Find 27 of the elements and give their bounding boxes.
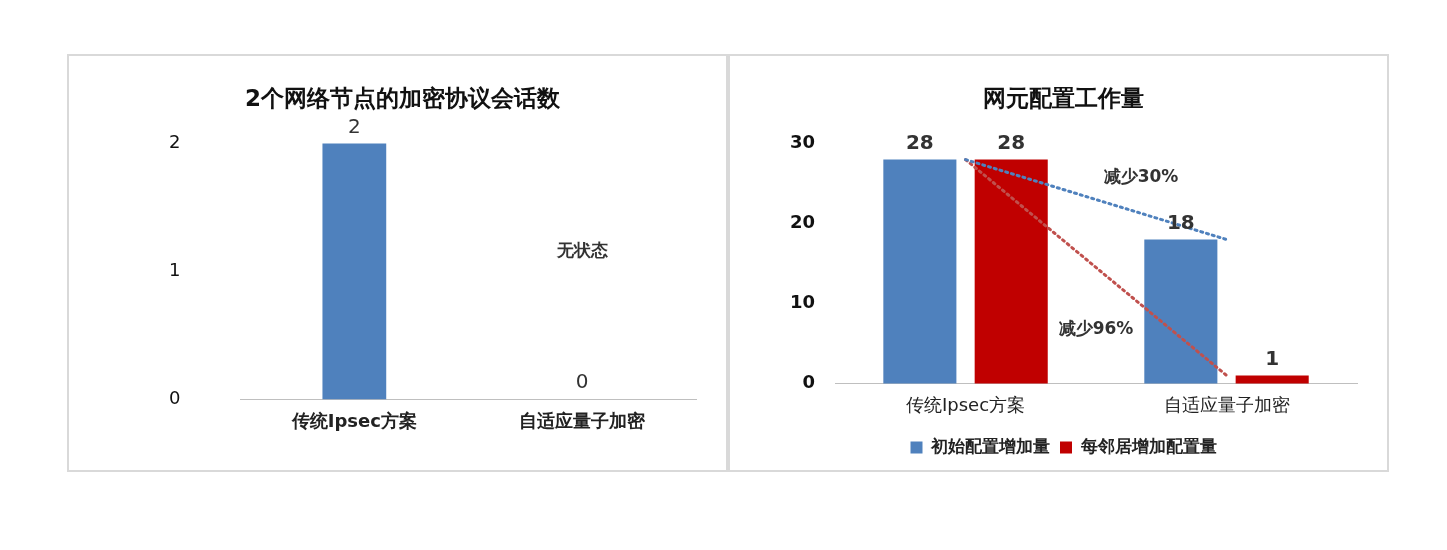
chart-title: 2个网络节点的加密协议会话数: [244, 84, 561, 111]
bar: [883, 159, 957, 384]
data-label: 28: [905, 129, 934, 154]
annotation: 无状态: [555, 239, 608, 260]
y-tick-label: 30: [789, 131, 816, 153]
annotation: 减少96%: [1058, 317, 1134, 338]
y-tick-label: 2: [169, 131, 181, 153]
y-tick-label: 1: [169, 259, 181, 281]
x-tick-label: 自适应量子加密: [1163, 393, 1290, 415]
y-tick-label: 0: [802, 371, 816, 393]
x-tick-label: 自适应量子加密: [519, 409, 647, 431]
data-label: 2: [347, 113, 361, 138]
annotation: 减少30%: [1103, 165, 1179, 186]
data-label: 1: [1265, 345, 1280, 370]
bar: [974, 159, 1048, 384]
y-tick-label: 0: [169, 386, 181, 408]
chart-title: 网元配置工作量: [983, 84, 1144, 111]
bar: [1235, 375, 1309, 384]
legend-label: 初始配置增加量: [930, 435, 1050, 456]
x-tick-label: 传统Ipsec方案: [905, 393, 1026, 415]
y-tick-label: 10: [789, 291, 816, 313]
data-label: 0: [575, 369, 589, 394]
bar: [1144, 239, 1218, 384]
x-tick-label: 传统Ipsec方案: [290, 409, 417, 431]
data-label: 28: [997, 129, 1026, 154]
legend-label: 每邻居增加配置量: [1079, 435, 1217, 456]
y-tick-label: 20: [789, 211, 816, 233]
